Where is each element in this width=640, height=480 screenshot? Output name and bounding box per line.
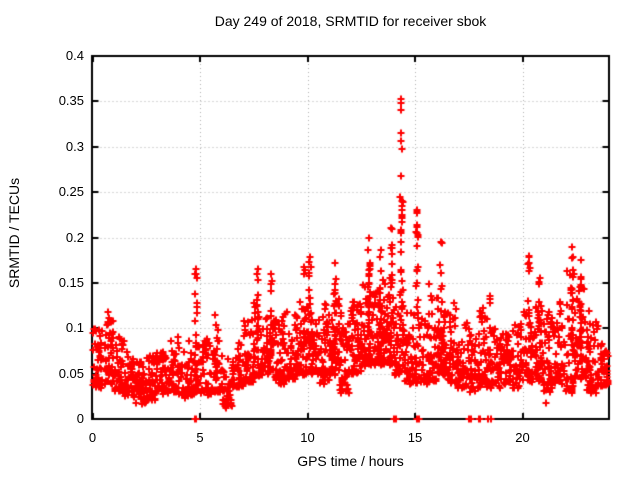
y-tick-label: 0.2 bbox=[65, 229, 84, 245]
y-tick-label: 0 bbox=[76, 411, 84, 426]
y-tick-label: 0.05 bbox=[58, 365, 84, 381]
y-tick-label: 0.35 bbox=[58, 93, 84, 109]
chart-title: Day 249 of 2018, SRMTID for receiver sbo… bbox=[214, 13, 487, 29]
x-tick-label: 5 bbox=[196, 430, 204, 445]
y-tick-label: 0.3 bbox=[65, 138, 84, 154]
x-axis-label: GPS time / hours bbox=[297, 453, 404, 469]
y-tick-label: 0.1 bbox=[65, 320, 84, 336]
x-tick-label: 20 bbox=[515, 430, 530, 445]
y-tick-label: 0.15 bbox=[58, 274, 84, 290]
y-tick-label: 0.25 bbox=[58, 184, 84, 200]
x-tick-label: 10 bbox=[300, 430, 315, 445]
x-tick-label: 0 bbox=[88, 430, 97, 445]
y-tick-label: 0.4 bbox=[65, 48, 84, 63]
x-tick-label: 15 bbox=[407, 430, 423, 445]
